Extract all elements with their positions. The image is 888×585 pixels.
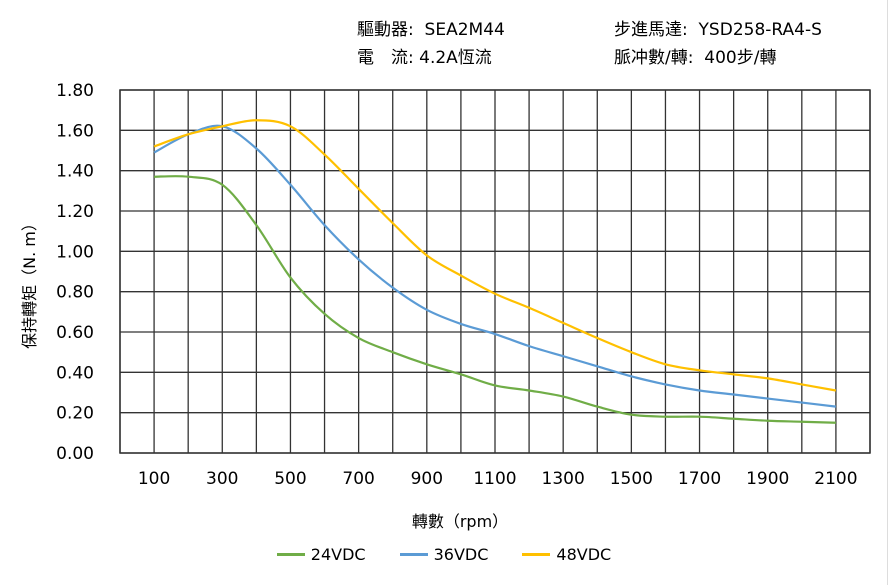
- x-tick-label: 300: [206, 469, 238, 489]
- series-line-48vdc: [153, 119, 837, 392]
- y-tick-label: 1.60: [56, 121, 94, 141]
- x-axis-label: 轉數（rpm）: [411, 512, 509, 531]
- legend-label: 48VDC: [556, 545, 612, 564]
- driver-label: 驅動器:: [357, 20, 414, 40]
- legend-item-36vdc: 36VDC: [399, 545, 489, 564]
- legend-item-24vdc: 24VDC: [276, 545, 366, 564]
- x-tick-label: 100: [138, 469, 170, 489]
- y-tick-label: 1.40: [56, 162, 94, 182]
- driver-value: SEA2M44: [424, 20, 505, 40]
- x-tick-label: 900: [411, 469, 443, 489]
- legend-swatch: [522, 553, 551, 556]
- y-tick-label: 0.40: [56, 363, 94, 383]
- x-tick-label: 1500: [610, 469, 653, 489]
- y-axis-label: 保持轉矩（N. m）: [20, 215, 39, 349]
- x-tick-label: 2100: [814, 469, 857, 489]
- y-tick-label: 0.20: [56, 404, 94, 424]
- current-value: 4.2A恆流: [419, 48, 492, 68]
- legend-item-48vdc: 48VDC: [522, 545, 611, 564]
- legend-label: 36VDC: [433, 545, 489, 564]
- motor-label: 步進馬達:: [614, 20, 688, 40]
- pulse-info: 脈冲數/轉: 400步/轉: [614, 43, 776, 68]
- x-tick-label: 1100: [473, 469, 516, 489]
- series-line-24vdc: [154, 175, 836, 424]
- current-info: 電 流: 4.2A恆流: [357, 43, 492, 68]
- plot-border: [119, 89, 871, 454]
- series-line-36vdc: [153, 124, 837, 408]
- y-tick-label: 1.00: [56, 242, 94, 262]
- x-tick-label: 700: [342, 469, 374, 489]
- pulse-value: 400步/轉: [704, 48, 777, 68]
- pulse-label: 脈冲數/轉:: [614, 48, 694, 68]
- legend: 24VDC 36VDC 48VDC: [0, 545, 887, 564]
- motor-info: 步進馬達: YSD258-RA4-S: [614, 15, 822, 40]
- x-tick-label: 1300: [542, 469, 585, 489]
- driver-info: 驅動器: SEA2M44: [357, 15, 505, 40]
- x-tick-label: 1900: [746, 469, 789, 489]
- y-tick-label: 1.20: [56, 202, 94, 222]
- motor-value: YSD258-RA4-S: [698, 20, 822, 40]
- y-tick-label: 1.80: [56, 81, 94, 101]
- x-tick-label: 500: [274, 469, 306, 489]
- legend-swatch: [399, 553, 428, 556]
- y-tick-label: 0.60: [56, 323, 94, 343]
- y-tick-label: 0.80: [56, 283, 94, 303]
- y-tick-label: 0.00: [56, 444, 94, 464]
- current-label: 電 流:: [357, 48, 414, 68]
- legend-label: 24VDC: [310, 545, 366, 564]
- legend-swatch: [276, 553, 305, 556]
- x-tick-label: 1700: [678, 469, 721, 489]
